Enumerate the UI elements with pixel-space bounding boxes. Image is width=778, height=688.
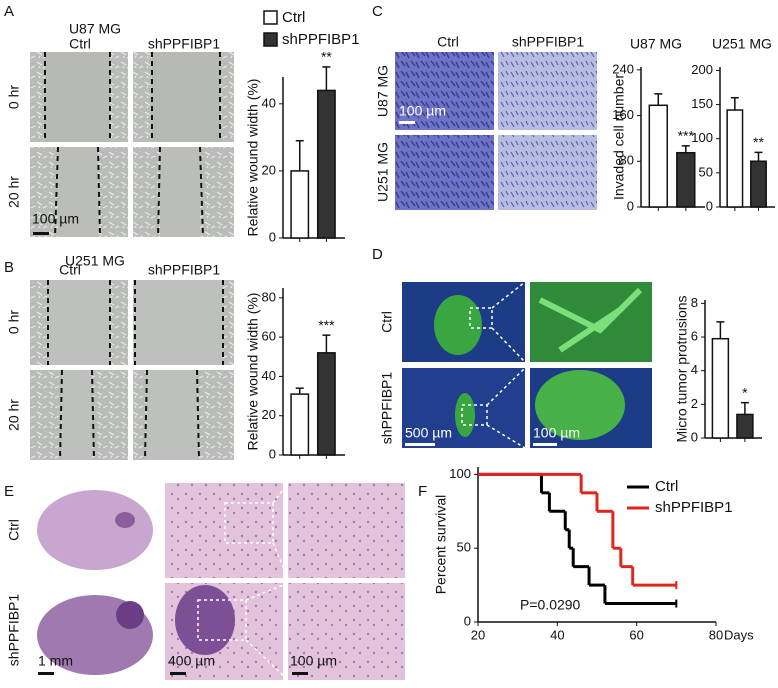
panel-label: F bbox=[418, 483, 427, 500]
panel-label: C bbox=[372, 3, 383, 20]
panel-title: U251 MG bbox=[65, 253, 125, 269]
scale-label: 100 µm bbox=[290, 653, 337, 669]
scale-label: 100 µm bbox=[399, 103, 446, 119]
significance: ** bbox=[753, 134, 764, 150]
panel-images bbox=[30, 52, 652, 681]
legend-swatch bbox=[263, 10, 278, 25]
chart-title: U87 MG bbox=[630, 36, 682, 52]
panel-label: E bbox=[4, 483, 14, 500]
significance: * bbox=[742, 384, 748, 400]
x-axis-label: Days bbox=[724, 627, 754, 642]
bar bbox=[711, 337, 730, 439]
bar bbox=[316, 352, 336, 456]
row-label: Ctrl bbox=[379, 311, 395, 333]
y-tick-label: 40 bbox=[262, 368, 276, 383]
panel-title: U87 MG bbox=[69, 21, 121, 37]
y-axis-label: Micro tumor protrusions bbox=[674, 295, 690, 442]
y-tick-label: 60 bbox=[262, 329, 276, 344]
bar bbox=[676, 151, 696, 208]
chart-title: U251 MG bbox=[712, 36, 772, 52]
row-label: 20 hr bbox=[6, 399, 22, 431]
row-label: 0 hr bbox=[6, 85, 22, 109]
x-tick-label: 80 bbox=[709, 627, 723, 642]
panel-label: A bbox=[4, 3, 14, 20]
y-tick-label: 0 bbox=[627, 198, 634, 213]
legend-swatch bbox=[263, 32, 278, 47]
y-tick-label: 160 bbox=[612, 107, 634, 122]
y-tick-label: 80 bbox=[620, 153, 634, 168]
y-tick-label: 0 bbox=[691, 429, 698, 444]
y-tick-label: 20 bbox=[262, 407, 276, 422]
bar bbox=[726, 109, 744, 208]
row-label: U251 MG bbox=[375, 142, 391, 202]
y-tick-label: 6 bbox=[691, 328, 698, 343]
y-tick-label: 40 bbox=[262, 95, 276, 110]
y-tick-label: 0 bbox=[706, 198, 713, 213]
y-axis-label: Relative wound width (%) bbox=[245, 293, 261, 451]
column-label: Ctrl bbox=[437, 34, 459, 50]
y-axis-label: Percent survival bbox=[433, 495, 449, 595]
bar bbox=[290, 393, 310, 456]
scale-label: 1 mm bbox=[38, 653, 73, 669]
panel-label: B bbox=[4, 259, 14, 276]
significance: ** bbox=[321, 49, 332, 65]
y-tick-label: 20 bbox=[262, 162, 276, 177]
y-tick-label: 0 bbox=[269, 229, 276, 244]
y-tick-label: 2 bbox=[691, 396, 698, 411]
x-tick-label: 20 bbox=[471, 627, 485, 642]
bar bbox=[750, 160, 767, 208]
x-tick-label: 40 bbox=[550, 627, 564, 642]
y-tick-label: 80 bbox=[262, 289, 276, 304]
panel-label: D bbox=[372, 246, 383, 263]
y-tick-label: 200 bbox=[691, 62, 713, 77]
scale-label: 100 µm bbox=[32, 211, 79, 227]
y-tick-label: 100 bbox=[691, 130, 713, 145]
column-label: shPPFIBP1 bbox=[512, 34, 585, 50]
y-tick-label: 50 bbox=[457, 540, 471, 555]
column-label: Ctrl bbox=[69, 36, 91, 52]
row-label: U87 MG bbox=[375, 65, 391, 117]
bar bbox=[290, 170, 310, 239]
row-label: shPPFIBP1 bbox=[379, 372, 395, 445]
row-label: Ctrl bbox=[6, 519, 22, 541]
x-tick-label: 60 bbox=[629, 627, 643, 642]
column-label: shPPFIBP1 bbox=[148, 36, 221, 52]
scale-label: 500 µm bbox=[405, 425, 452, 441]
y-tick-label: 4 bbox=[691, 362, 698, 377]
legend-label: shPPFIBP1 bbox=[282, 31, 360, 48]
y-tick-label: 240 bbox=[612, 61, 634, 76]
y-tick-label: 150 bbox=[691, 96, 713, 111]
column-label: shPPFIBP1 bbox=[148, 262, 221, 278]
significance: *** bbox=[318, 317, 335, 333]
row-label: 20 hr bbox=[6, 176, 22, 208]
legend-label: Ctrl bbox=[655, 478, 678, 495]
bar bbox=[316, 89, 336, 239]
y-tick-label: 8 bbox=[691, 295, 698, 310]
significance: *** bbox=[678, 128, 695, 144]
y-tick-label: 100 bbox=[449, 466, 471, 481]
row-label: shPPFIBP1 bbox=[6, 594, 22, 667]
y-tick-label: 0 bbox=[269, 446, 276, 461]
annotation: P=0.0290 bbox=[520, 597, 581, 613]
scale-label: 400 µm bbox=[168, 653, 215, 669]
row-label: 0 hr bbox=[6, 310, 22, 334]
y-axis-label: Invaded cell number bbox=[611, 74, 627, 200]
column-label: Ctrl bbox=[59, 262, 81, 278]
y-tick-label: 50 bbox=[699, 164, 713, 179]
legend-label: shPPFIBP1 bbox=[655, 499, 733, 516]
bar bbox=[736, 413, 754, 439]
bar bbox=[648, 104, 668, 208]
y-tick-label: 0 bbox=[464, 613, 471, 628]
scale-label: 100 µm bbox=[533, 425, 580, 441]
legend-label: Ctrl bbox=[282, 9, 305, 26]
y-axis-label: Relative wound width (%) bbox=[245, 79, 261, 237]
